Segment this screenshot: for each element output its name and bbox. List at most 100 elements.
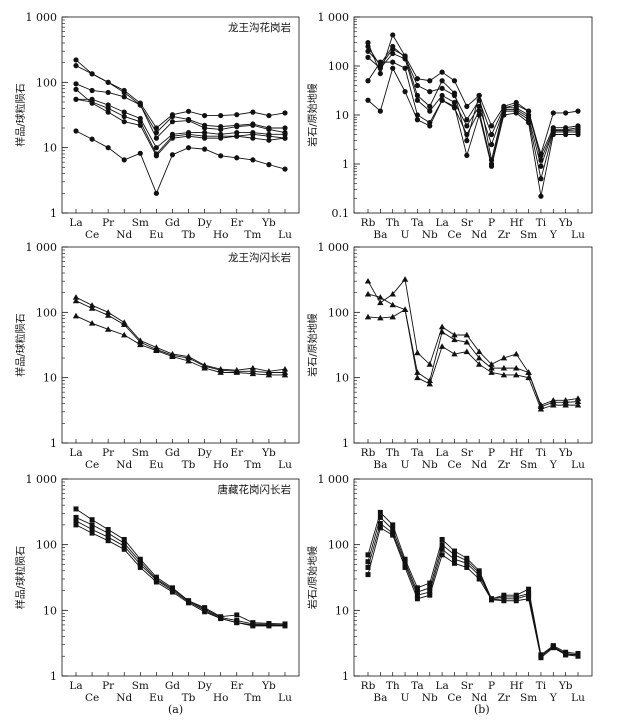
data-point — [73, 518, 79, 524]
series-line-1 — [75, 508, 286, 625]
data-point — [73, 514, 79, 520]
data-point — [365, 572, 371, 578]
data-point — [266, 126, 272, 133]
data-point — [105, 527, 111, 533]
data-point — [451, 548, 457, 554]
x-tick-label: Th — [386, 680, 400, 692]
data-point — [365, 552, 371, 558]
data-point — [105, 538, 111, 544]
data-point — [185, 357, 192, 364]
data-point — [121, 157, 127, 163]
data-point — [121, 89, 127, 96]
data-point — [525, 119, 532, 126]
data-point — [439, 69, 445, 75]
data-point — [137, 102, 143, 108]
data-point — [89, 517, 95, 523]
data-point — [488, 369, 495, 375]
y-tick-label: 10 — [335, 109, 349, 122]
x-tick-label: Lu — [278, 692, 292, 704]
data-point — [402, 564, 408, 570]
data-point — [538, 193, 544, 199]
y-tick-label: 1 000 — [318, 241, 350, 254]
series-line-4 — [75, 524, 285, 627]
data-point — [72, 312, 80, 319]
data-point — [488, 163, 495, 169]
data-point — [427, 589, 433, 595]
data-point — [463, 338, 471, 345]
data-point — [105, 534, 111, 540]
x-tick-label: La — [69, 680, 82, 692]
x-tick-label: Ba — [373, 692, 387, 704]
data-point — [526, 586, 532, 592]
plot-frame — [353, 478, 593, 677]
data-point — [202, 609, 208, 615]
series-line-1 — [75, 296, 286, 372]
data-point — [390, 527, 396, 533]
series-line-2 — [75, 65, 285, 134]
data-point — [121, 321, 128, 327]
x-tick-label: Pr — [102, 447, 115, 459]
y-tick-label: 1 000 — [26, 11, 58, 24]
data-point — [550, 401, 557, 408]
data-point — [234, 133, 240, 139]
data-point — [88, 320, 96, 326]
data-point — [185, 133, 192, 139]
y-tick-label: 1 — [342, 437, 349, 450]
data-point — [401, 276, 409, 282]
data-point — [365, 40, 371, 46]
data-point — [218, 126, 224, 133]
x-tick-label: Eu — [149, 692, 164, 704]
data-point — [169, 353, 176, 360]
data-point — [439, 546, 445, 552]
x-tick-label: Lu — [278, 459, 292, 471]
x-tick-label: U — [401, 692, 410, 704]
data-point — [105, 109, 111, 115]
data-point — [389, 290, 396, 297]
x-tick-label: Dy — [197, 447, 211, 459]
x-tick-label: Hf — [510, 447, 524, 459]
x-tick-label: Tm — [244, 229, 261, 241]
data-point — [364, 290, 372, 297]
x-tick-label: Y — [549, 459, 558, 471]
x-tick-label: Dy — [197, 217, 211, 229]
x-tick-label: La — [436, 447, 449, 459]
data-point — [365, 54, 371, 60]
series-line-2 — [367, 516, 579, 658]
data-point — [476, 576, 482, 582]
x-tick-label: Tb — [182, 459, 196, 471]
data-point — [537, 405, 545, 412]
data-point — [488, 364, 495, 371]
series-line-1 — [367, 33, 579, 161]
data-point — [464, 138, 470, 144]
data-point — [550, 399, 557, 405]
x-tick-label: Lu — [571, 229, 585, 241]
data-point — [501, 108, 507, 114]
x-tick-label: Nd — [116, 229, 132, 241]
y-tick-label: 10 — [43, 372, 57, 385]
data-point — [169, 119, 176, 125]
data-point — [185, 354, 192, 361]
series-line-5 — [367, 61, 578, 179]
data-point — [439, 92, 445, 99]
data-point — [250, 109, 256, 115]
data-point — [169, 113, 176, 120]
x-tick-label: Dy — [197, 680, 211, 692]
data-point — [365, 97, 371, 103]
data-point — [414, 117, 421, 123]
data-point — [476, 572, 482, 578]
series-line-6 — [367, 67, 578, 197]
y-axis-label: 样品/球粒陨石 — [14, 83, 27, 146]
data-point — [414, 592, 420, 598]
x-tick-label: Gd — [165, 217, 180, 229]
x-tick-label: Er — [230, 680, 244, 692]
data-point — [73, 57, 79, 63]
figure-label-b: (b) — [474, 703, 490, 716]
data-point — [89, 87, 95, 94]
y-tick-label: 100 — [328, 60, 349, 73]
data-point — [104, 326, 112, 332]
x-tick-label: Tm — [244, 459, 261, 471]
data-point — [73, 81, 79, 87]
data-point — [137, 150, 143, 156]
data-point — [451, 552, 457, 558]
data-point — [464, 560, 470, 566]
